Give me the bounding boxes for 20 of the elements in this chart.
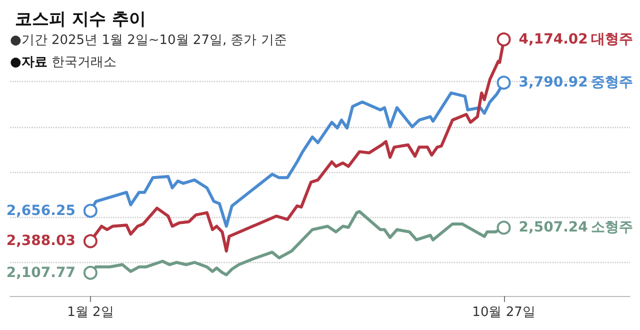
point: [83, 266, 98, 280]
data-label: 2,107.77: [6, 264, 76, 281]
annotation: ●자료 한국거래소: [10, 55, 116, 70]
text: 대형주: [591, 31, 634, 48]
text: 소형주: [591, 220, 634, 236]
chart-title: 코스피 지수 추이: [15, 10, 146, 30]
data-label: 2,388.03: [6, 233, 76, 250]
point: [83, 234, 98, 248]
data-label: 2,507.24: [518, 220, 588, 236]
point: [496, 32, 511, 46]
x-tick-label: 10월 27일: [472, 305, 536, 320]
data-label: 4,174.02: [518, 31, 588, 48]
text: 중형주: [591, 74, 634, 91]
point: [496, 220, 511, 235]
data-label: 3,790.92: [518, 74, 588, 91]
chart-subtitle: ●기간 2025년 1월 2일~10월 27일, 종가 기준: [10, 33, 287, 48]
point: [496, 76, 511, 90]
point: [83, 204, 98, 218]
data-label: 2,656.25: [6, 202, 76, 219]
x-tick-label: 1월 2일: [67, 305, 114, 320]
